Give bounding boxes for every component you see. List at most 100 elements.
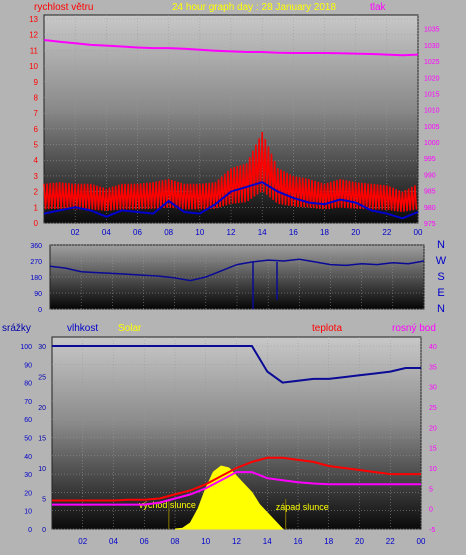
pressure-tick: 980	[424, 205, 436, 212]
wind-speed-tick: 4	[34, 156, 39, 165]
wind-speed-tick: 6	[34, 125, 39, 134]
pressure-tick: 1030	[424, 43, 440, 50]
compass-label: N	[437, 239, 445, 251]
pressure-label: tlak	[370, 2, 387, 13]
rain-tick: 30	[38, 344, 46, 351]
chart-title: 24 hour graph day : 28 January 2018	[172, 2, 336, 13]
direction-tick: 360	[30, 243, 42, 250]
wind-speed-tick: 7	[34, 109, 39, 118]
time-tick: 16	[289, 228, 298, 237]
wind-speed-tick: 0	[34, 219, 39, 228]
wind-direction-line	[49, 258, 425, 282]
rain-tick: 15	[38, 436, 46, 443]
time-tick: 04	[109, 537, 118, 546]
wind-speed-tick: 10	[29, 62, 38, 71]
time-tick: 06	[133, 228, 142, 237]
pressure-tick: 995	[424, 156, 436, 163]
time-tick: 16	[294, 537, 303, 546]
pressure-tick: 985	[424, 189, 436, 196]
wind-speed-tick: 3	[34, 172, 39, 181]
humidity-tick: 0	[28, 527, 32, 534]
direction-tick: 270	[30, 259, 42, 266]
wind-speed-label: rychlost větru	[34, 2, 93, 13]
temperature-tick: 5	[429, 486, 433, 493]
wind-speed-tick: 1	[34, 203, 39, 212]
wind-speed-tick: 2	[34, 188, 39, 197]
compass-label: W	[436, 255, 447, 267]
direction-tick: 0	[38, 307, 42, 314]
dewpoint-line	[52, 471, 421, 506]
humidity-tick: 10	[24, 509, 32, 516]
rain-tick: 10	[38, 466, 46, 473]
rain-label: srážky	[2, 323, 31, 334]
time-tick: 14	[263, 537, 272, 546]
wind-speed-tick: 9	[34, 78, 39, 87]
time-tick: 00	[417, 537, 426, 546]
rain-tick: 25	[38, 375, 46, 382]
temperature-label: teplota	[312, 323, 342, 334]
time-tick: 08	[164, 228, 173, 237]
rain-tick: 20	[38, 405, 46, 412]
time-tick: 04	[102, 228, 111, 237]
pressure-tick: 1010	[424, 108, 440, 115]
time-tick: 22	[386, 537, 395, 546]
time-tick: 10	[201, 537, 210, 546]
humidity-label: vlhkost	[67, 323, 98, 334]
rain-tick: 0	[42, 527, 46, 534]
temperature-tick: 0	[429, 507, 433, 514]
wind-speed-tick: 5	[34, 141, 39, 150]
humidity-tick: 50	[24, 436, 32, 443]
humidity-tick: 70	[24, 399, 32, 406]
sunset-label: západ slunce	[276, 502, 329, 512]
wind-average-line	[43, 181, 419, 220]
pressure-line	[43, 39, 419, 57]
temperature-tick: 30	[429, 385, 437, 392]
pressure-tick: 1020	[424, 75, 440, 82]
temperature-tick: 20	[429, 425, 437, 432]
direction-tick: 90	[34, 291, 42, 298]
pressure-tick: 1035	[424, 27, 440, 34]
pressure-tick: 1005	[424, 124, 440, 131]
wind-gust-line	[43, 131, 418, 212]
time-tick: 20	[351, 228, 360, 237]
humidity-tick: 40	[24, 454, 32, 461]
humidity-tick: 80	[24, 381, 32, 388]
temperature-tick: 40	[429, 344, 437, 351]
time-tick: 02	[71, 228, 80, 237]
time-tick: 00	[414, 228, 423, 237]
time-tick: 20	[355, 537, 364, 546]
time-tick: 12	[227, 228, 236, 237]
solar-radiation-area	[174, 465, 284, 530]
time-tick: 14	[258, 228, 267, 237]
time-tick: 10	[195, 228, 204, 237]
time-tick: 18	[320, 228, 329, 237]
compass-label: N	[437, 303, 445, 315]
time-tick: 22	[382, 228, 391, 237]
time-tick: 18	[324, 537, 333, 546]
dewpoint-label: rosný bod	[392, 323, 436, 334]
pressure-tick: 990	[424, 172, 436, 179]
solar-label: Solar	[118, 323, 142, 334]
rain-tick: 5	[42, 497, 46, 504]
wind-speed-tick: 8	[34, 93, 39, 102]
pressure-tick: 1000	[424, 140, 440, 147]
wind-speed-tick: 11	[30, 46, 39, 55]
humidity-tick: 20	[24, 490, 32, 497]
temperature-tick: -5	[429, 527, 435, 534]
wind-speed-tick: 13	[29, 15, 38, 24]
time-tick: 08	[171, 537, 180, 546]
humidity-tick: 60	[24, 417, 32, 424]
direction-tick: 180	[30, 275, 42, 282]
time-tick: 06	[140, 537, 149, 546]
time-tick: 02	[78, 537, 87, 546]
temperature-tick: 10	[429, 466, 437, 473]
humidity-tick: 100	[20, 344, 32, 351]
compass-label: E	[437, 287, 444, 299]
pressure-tick: 975	[424, 221, 436, 228]
humidity-tick: 30	[24, 472, 32, 479]
pressure-tick: 1015	[424, 91, 440, 98]
temperature-tick: 35	[429, 364, 437, 371]
temperature-tick: 25	[429, 405, 437, 412]
